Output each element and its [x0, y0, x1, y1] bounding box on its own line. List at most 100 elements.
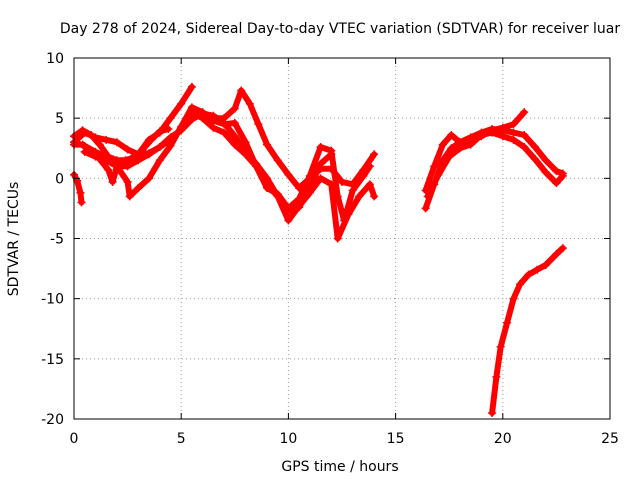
y-tick-label: -15 [41, 352, 64, 368]
data-point-marker [77, 198, 86, 207]
data-point-marker [254, 120, 263, 129]
y-tick-label: 5 [55, 111, 64, 127]
data-point-marker [327, 146, 336, 155]
series-sat-01 [71, 171, 85, 206]
data-point-marker [145, 135, 154, 144]
y-tick-label: -20 [41, 412, 64, 428]
chart-title: Day 278 of 2024, Sidereal Day-to-day VTE… [60, 21, 621, 37]
data-point-marker [520, 143, 529, 152]
data-point-marker [558, 244, 567, 253]
data-point-marker [209, 114, 218, 123]
data-point-marker [230, 118, 239, 127]
y-tick-label: -5 [50, 232, 64, 248]
data-point-marker [123, 177, 132, 186]
data-point-marker [520, 108, 529, 117]
data-point-marker [541, 156, 550, 165]
axis-ticks: 0 5 10 15 20 25 -20 -15 -10 -5 0 5 10 [41, 51, 619, 447]
x-tick-label: 25 [601, 431, 619, 447]
data-point-marker [509, 128, 518, 137]
x-tick-label: 0 [70, 431, 79, 447]
x-axis-label: GPS time / hours [281, 459, 398, 475]
data-point-marker [466, 133, 475, 142]
data-point-marker [273, 189, 282, 198]
data-point-marker [284, 204, 293, 213]
data-point-marker [541, 260, 550, 269]
data-point-marker [237, 86, 246, 95]
data-point-marker [365, 180, 374, 189]
data-point-marker [421, 204, 430, 213]
data-point-marker [220, 114, 229, 123]
data-point-marker [515, 280, 524, 289]
data-point-marker [230, 132, 239, 141]
data-point-marker [91, 133, 100, 142]
data-point-marker [295, 202, 304, 211]
data-point-marker [455, 144, 464, 153]
data-point-marker [305, 171, 314, 180]
data-point-marker [477, 131, 486, 140]
data-point-marker [102, 135, 111, 144]
data-point-marker [155, 143, 164, 152]
data-point-marker [509, 120, 518, 129]
data-point-marker [95, 140, 104, 149]
data-point-marker [76, 188, 85, 197]
y-tick-label: 10 [46, 51, 64, 67]
data-point-marker [177, 99, 186, 108]
data-point-marker [423, 192, 432, 201]
x-tick-label: 10 [279, 431, 297, 447]
data-point-marker [552, 167, 561, 176]
data-point-marker [340, 216, 349, 225]
data-point-marker [316, 174, 325, 183]
data-point-marker [284, 216, 293, 225]
data-point-marker [370, 192, 379, 201]
grid-lines [74, 58, 610, 419]
data-point-marker [503, 318, 512, 327]
data-point-marker [447, 144, 456, 153]
data-series [70, 82, 567, 417]
data-point-marker [438, 140, 447, 149]
data-point-marker [445, 152, 454, 161]
data-point-marker [430, 162, 439, 171]
data-point-marker [533, 265, 542, 274]
series-sat-10 [424, 129, 566, 200]
data-point-marker [134, 183, 143, 192]
data-point-marker [333, 234, 342, 243]
data-point-marker [125, 192, 134, 201]
data-point-marker [316, 164, 325, 173]
data-point-marker [333, 192, 342, 201]
data-point-marker [552, 179, 561, 188]
data-point-marker [145, 150, 154, 159]
data-point-marker [509, 294, 518, 303]
data-point-marker [524, 270, 533, 279]
data-point-marker [209, 123, 218, 132]
data-point-marker [262, 140, 271, 149]
data-point-marker [492, 372, 501, 381]
data-point-marker [155, 128, 164, 137]
data-point-marker [488, 128, 497, 137]
data-point-marker [245, 99, 254, 108]
data-point-marker [447, 131, 456, 140]
data-point-marker [230, 104, 239, 113]
data-point-marker [220, 128, 229, 137]
data-point-marker [530, 155, 539, 164]
data-point-marker [241, 150, 250, 159]
data-point-marker [123, 145, 132, 154]
data-point-marker [488, 408, 497, 417]
data-point-marker [295, 194, 304, 203]
data-point-marker [305, 188, 314, 197]
x-tick-label: 5 [177, 431, 186, 447]
data-point-marker [155, 156, 164, 165]
data-point-marker [355, 192, 364, 201]
data-point-marker [198, 114, 207, 123]
x-tick-label: 20 [494, 431, 512, 447]
data-point-marker [108, 177, 117, 186]
data-point-marker [91, 152, 100, 161]
data-point-marker [134, 156, 143, 165]
data-point-marker [365, 162, 374, 171]
x-tick-label: 15 [387, 431, 405, 447]
y-tick-label: -10 [41, 292, 64, 308]
data-point-marker [166, 114, 175, 123]
data-point-marker [145, 174, 154, 183]
data-point-marker [273, 156, 282, 165]
data-point-marker [187, 108, 196, 117]
